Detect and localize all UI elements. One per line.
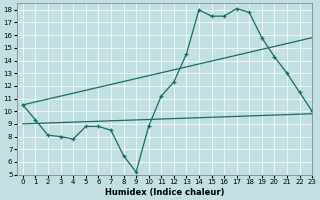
X-axis label: Humidex (Indice chaleur): Humidex (Indice chaleur): [105, 188, 224, 197]
